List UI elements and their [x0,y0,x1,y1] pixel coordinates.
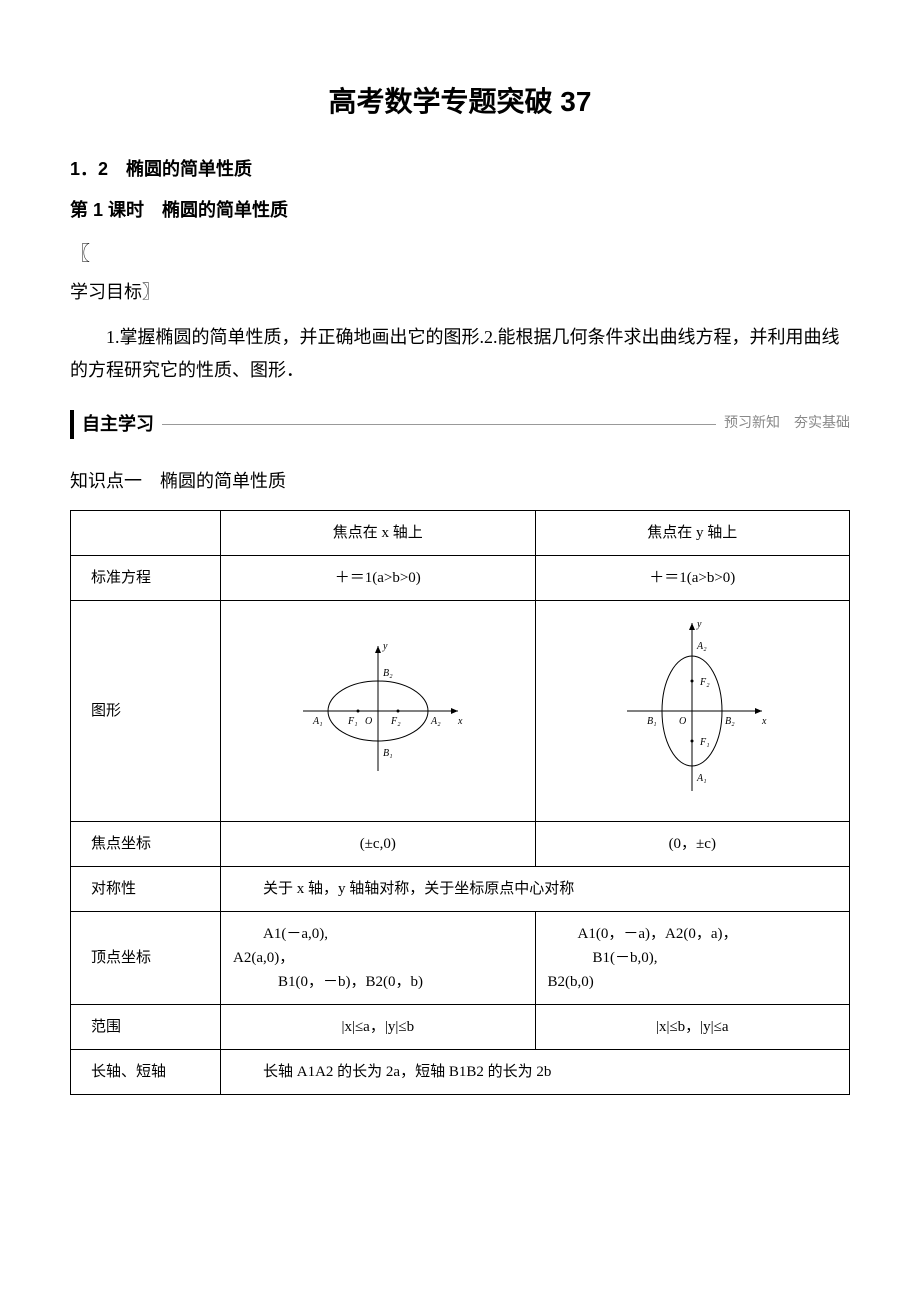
svg-text:y: y [382,641,388,652]
table-row-range: 范围 |x|≤a，|y|≤b |x|≤b，|y|≤a [71,1004,850,1049]
svg-text:B₁: B₁ [647,716,657,727]
eq-col1: ＋＝1(a>b>0) [221,555,536,600]
figure-x: A₁ A₂ B₂ B₁ F₁ F₂ O x y [221,600,536,821]
svg-text:F₂: F₂ [699,677,710,688]
svg-text:A₂: A₂ [430,716,441,727]
table-row-eq: 标准方程 ＋＝1(a>b>0) ＋＝1(a>b>0) [71,555,850,600]
svg-text:y: y [696,619,702,630]
svg-text:x: x [761,716,767,727]
section-label: 1．2 椭圆的简单性质 [70,155,850,184]
table-row-focus: 焦点坐标 (±c,0) (0，±c) [71,821,850,866]
study-bar: 自主学习 预习新知 夯实基础 [70,410,850,439]
range-col2: |x|≤b，|y|≤a [535,1004,849,1049]
svg-text:O: O [365,716,372,727]
svg-text:A₁: A₁ [312,716,323,727]
goal-label: 学习目标〗 [70,278,850,307]
svg-text:B₂: B₂ [383,668,393,679]
lesson-label: 第 1 课时 椭圆的简单性质 [70,196,850,225]
focus-col2: (0，±c) [535,821,849,866]
page-title: 高考数学专题突破 37 [70,80,850,125]
svg-text:F₁: F₁ [699,737,710,748]
eq-col2: ＋＝1(a>b>0) [535,555,849,600]
study-bar-line [162,424,716,425]
knowledge-label: 知识点一 椭圆的简单性质 [70,467,850,496]
vertex-col2: A1(0，－a)，A2(0，a)， B1(－b,0), B2(b,0) [535,911,849,1004]
axes-label: 长轴、短轴 [71,1049,221,1094]
svg-text:B₁: B₁ [383,748,393,759]
header-empty [71,510,221,555]
study-bar-right: 预习新知 夯实基础 [724,413,850,435]
svg-text:O: O [679,716,686,727]
svg-text:x: x [457,716,463,727]
ellipse-x-diagram: A₁ A₂ B₂ B₁ F₁ F₂ O x y [283,631,473,791]
vertex-label: 顶点坐标 [71,911,221,1004]
svg-text:B₂: B₂ [725,716,735,727]
figure-y: A₂ A₁ B₁ B₂ F₂ F₁ O x y [535,600,849,821]
svg-text:F₂: F₂ [390,716,401,727]
bracket-open: 〖 [70,238,850,270]
focus-label: 焦点坐标 [71,821,221,866]
ellipse-y-diagram: A₂ A₁ B₁ B₂ F₂ F₁ O x y [612,611,772,811]
focus-col1: (±c,0) [221,821,536,866]
svg-text:A₁: A₁ [696,773,707,784]
table-row-symmetry: 对称性 关于 x 轴，y 轴轴对称，关于坐标原点中心对称 [71,866,850,911]
svg-text:F₁: F₁ [347,716,358,727]
symmetry-text: 关于 x 轴，y 轴轴对称，关于坐标原点中心对称 [221,866,850,911]
eq-label: 标准方程 [71,555,221,600]
vertex-col1: A1(－a,0), A2(a,0)， B1(0，－b)，B2(0，b) [221,911,536,1004]
svg-text:A₂: A₂ [696,641,707,652]
symmetry-label: 对称性 [71,866,221,911]
study-bar-left: 自主学习 [70,410,154,439]
axes-text: 长轴 A1A2 的长为 2a，短轴 B1B2 的长为 2b [221,1049,850,1094]
header-col1: 焦点在 x 轴上 [221,510,536,555]
range-col1: |x|≤a，|y|≤b [221,1004,536,1049]
range-label: 范围 [71,1004,221,1049]
table-header-row: 焦点在 x 轴上 焦点在 y 轴上 [71,510,850,555]
table-row-vertex: 顶点坐标 A1(－a,0), A2(a,0)， B1(0，－b)，B2(0，b)… [71,911,850,1004]
header-col2: 焦点在 y 轴上 [535,510,849,555]
property-table: 焦点在 x 轴上 焦点在 y 轴上 标准方程 ＋＝1(a>b>0) ＋＝1(a>… [70,510,850,1095]
goal-text: 1.掌握椭圆的简单性质，并正确地画出它的图形.2.能根据几何条件求出曲线方程，并… [70,321,850,386]
figure-label: 图形 [71,600,221,821]
table-row-figure: 图形 A₁ A₂ B₂ B₁ F₁ F₂ O [71,600,850,821]
table-row-axes: 长轴、短轴 长轴 A1A2 的长为 2a，短轴 B1B2 的长为 2b [71,1049,850,1094]
